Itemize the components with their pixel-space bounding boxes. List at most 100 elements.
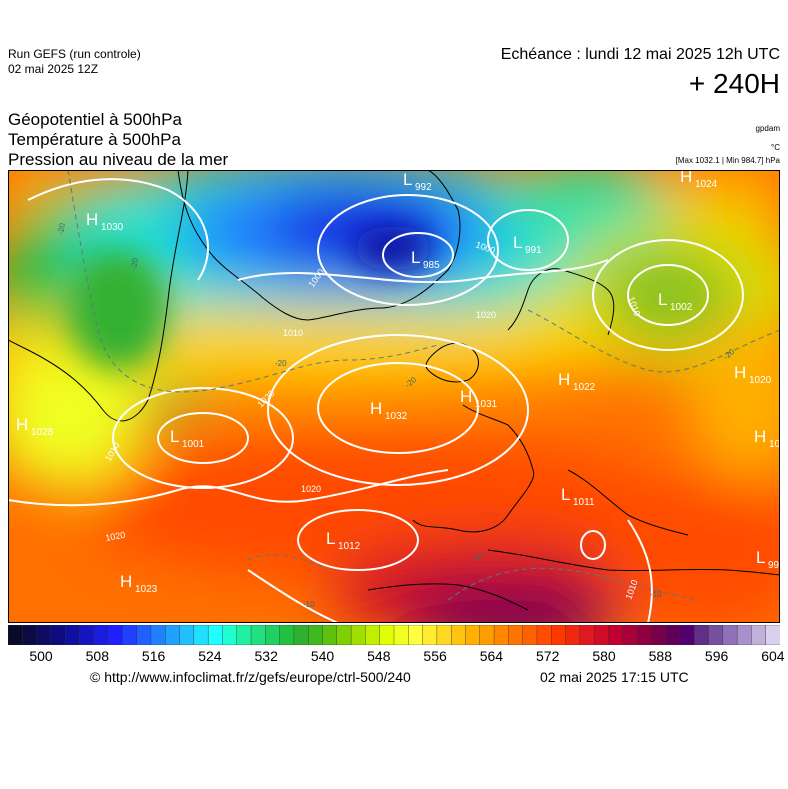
pressure-centers: H 1030 L 985 L 991 L 992 H 1024 L 1002 H 1028 L… <box>16 170 780 595</box>
center-type: H <box>734 363 746 382</box>
center-value: 992 <box>415 182 432 193</box>
scale-swatch <box>22 625 38 645</box>
scale-tick-label: 508 <box>85 648 109 664</box>
scale-swatch <box>379 625 395 645</box>
scale-tick-label: 548 <box>367 648 391 664</box>
scale-swatch <box>136 625 152 645</box>
scale-swatch <box>64 625 80 645</box>
isotherm-label: -20 <box>56 222 67 235</box>
scale-tick-label: 580 <box>592 648 616 664</box>
pressure-center: L 1002 <box>658 290 693 313</box>
scale-tick-label: 516 <box>141 648 166 664</box>
unit-temperature: °C <box>771 143 780 152</box>
isobar-label: 1020 <box>105 530 126 543</box>
scale-swatch <box>479 625 495 645</box>
scale-swatch <box>150 625 166 645</box>
field-title-temperature: Température à 500hPa <box>8 130 181 149</box>
isotherms <box>67 170 780 601</box>
center-value: 1023 <box>135 584 158 595</box>
scale-swatch <box>250 625 266 645</box>
scale-swatch <box>751 625 767 645</box>
scale-swatch <box>665 625 681 645</box>
pressure-center: H1018 <box>754 427 780 450</box>
isobar-label: 1020 <box>301 484 321 494</box>
scale-swatch <box>593 625 609 645</box>
scale-swatch <box>193 625 209 645</box>
scale-swatch <box>36 625 52 645</box>
center-value: 1002 <box>670 302 693 313</box>
center-type: L <box>756 548 765 567</box>
scale-swatch <box>679 625 695 645</box>
center-type: L <box>513 233 522 252</box>
isotherm-label: -20 <box>129 257 140 270</box>
center-value: 1012 <box>338 541 361 552</box>
center-value: 985 <box>423 260 440 271</box>
center-type: L <box>170 427 179 446</box>
scale-tick-label: 540 <box>310 648 335 664</box>
scale-swatch <box>350 625 366 645</box>
center-type: H <box>120 572 132 591</box>
center-value: 991 <box>525 245 542 256</box>
field-title-pressure: Pression au niveau de la mer <box>8 150 229 169</box>
field-title-geopotential: Géopotentiel à 500hPa <box>8 110 182 129</box>
center-value: 1031 <box>475 399 498 410</box>
pressure-center: L 992 <box>403 170 432 193</box>
center-value: 1030 <box>101 222 124 233</box>
isobar-label: 1010 <box>283 328 303 338</box>
center-value: 1018 <box>769 439 780 450</box>
scale-swatch <box>536 625 552 645</box>
forecast-valid-time: Echéance : lundi 12 mai 2025 12h UTC <box>500 46 780 63</box>
pressure-center: H 1020 <box>734 363 772 386</box>
scale-tick-label: 532 <box>254 648 278 664</box>
scale-swatch <box>551 625 567 645</box>
isotherm-label: -20 <box>275 359 287 368</box>
scale-swatch <box>493 625 509 645</box>
scale-tick-label: 588 <box>648 648 672 664</box>
scale-swatch <box>79 625 95 645</box>
isotherm-label: -10 <box>303 600 315 609</box>
center-value: 99 <box>768 560 780 571</box>
forecast-horizon: + 240H <box>688 68 780 99</box>
center-type: H <box>460 387 472 406</box>
center-type: H <box>754 427 766 446</box>
center-value: 1032 <box>385 411 408 422</box>
scale-swatch <box>736 625 752 645</box>
scale-swatch <box>450 625 466 645</box>
isobars <box>8 178 744 623</box>
scale-swatch <box>636 625 652 645</box>
center-type: H <box>558 370 570 389</box>
pressure-center: H 1023 <box>120 572 158 595</box>
center-type: L <box>561 485 570 504</box>
source-credit: © http://www.infoclimat.fr/z/gefs/europe… <box>90 669 411 685</box>
run-date: 02 mai 2025 12Z <box>8 62 99 76</box>
scale-swatch <box>436 625 452 645</box>
scale-swatch <box>465 625 481 645</box>
scale-swatch <box>279 625 295 645</box>
pressure-center: L 99 <box>756 548 780 571</box>
center-type: L <box>411 248 420 267</box>
color-scale-labels: 500 508 516 524 532 540 548 556 564 572 580 588 596 6… <box>8 648 784 666</box>
center-type: L <box>658 290 667 309</box>
scale-swatch <box>236 625 252 645</box>
scale-swatch <box>579 625 595 645</box>
pressure-center: H 1032 <box>370 399 408 422</box>
unit-geopotential: gpdam <box>755 124 780 133</box>
center-value: 1020 <box>749 375 772 386</box>
scale-swatch <box>336 625 352 645</box>
center-value: 1028 <box>31 427 54 438</box>
pressure-center: L 1012 <box>326 529 361 552</box>
center-type: H <box>680 170 692 186</box>
scale-tick-label: 524 <box>198 648 222 664</box>
scale-tick-label: 596 <box>704 648 729 664</box>
scale-swatch <box>708 625 724 645</box>
scale-swatch <box>308 625 324 645</box>
scale-swatch <box>322 625 338 645</box>
scale-tick-label: 572 <box>536 648 560 664</box>
scale-swatch <box>422 625 438 645</box>
scale-swatch <box>408 625 424 645</box>
map-frame <box>8 170 780 623</box>
center-type: H <box>370 399 382 418</box>
scale-swatch <box>107 625 123 645</box>
center-type: L <box>326 529 335 548</box>
scale-swatch <box>622 625 638 645</box>
